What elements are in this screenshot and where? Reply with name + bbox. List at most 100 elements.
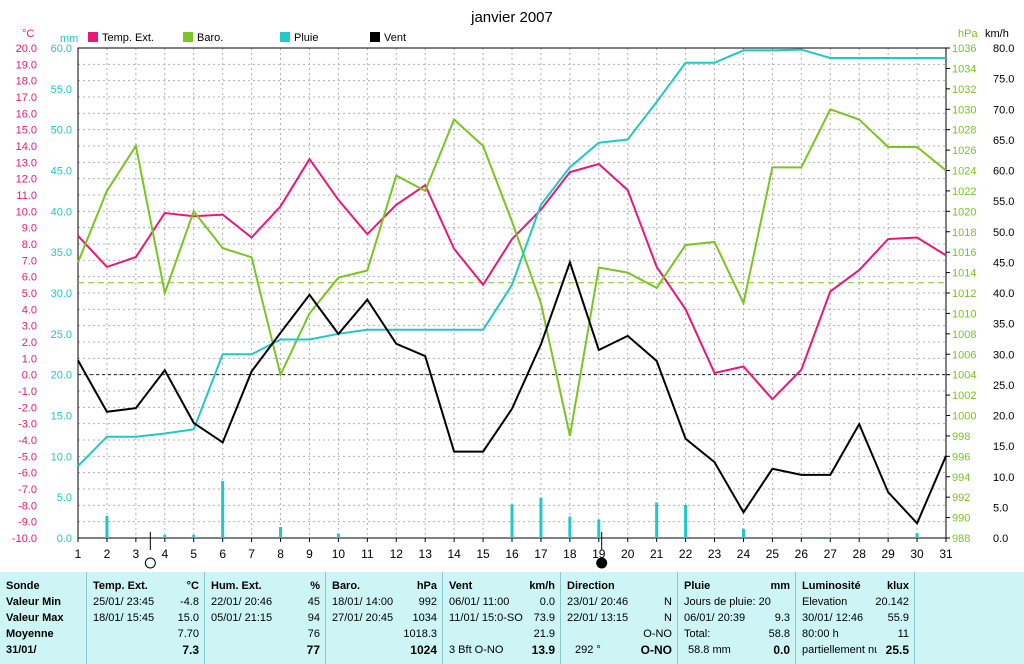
x-tick-label: 8 bbox=[277, 547, 284, 561]
baro-tick-label: 1012 bbox=[952, 288, 976, 300]
temp-tick-label: 1.0 bbox=[22, 353, 37, 365]
pluie-days: Jours de pluie: 20 bbox=[684, 596, 771, 608]
legend-label: Baro. bbox=[197, 32, 223, 44]
baro-tick-label: 990 bbox=[952, 513, 970, 525]
wind-tick-label: 70.0 bbox=[993, 104, 1014, 116]
temp-tick-label: 20.0 bbox=[16, 43, 37, 55]
lum-title: Luminosité bbox=[802, 580, 861, 592]
label-avg: Moyenne bbox=[6, 628, 54, 640]
vent-min-time: 06/01/ 11:00 bbox=[449, 596, 510, 608]
temp-tick-label: 5.0 bbox=[22, 288, 37, 300]
wind-tick-label: 10.0 bbox=[993, 472, 1014, 484]
temp-tick-label: 4.0 bbox=[22, 304, 37, 316]
rain-bars bbox=[105, 481, 919, 538]
baro-tick-label: 994 bbox=[952, 472, 970, 484]
baro-tick-label: 998 bbox=[952, 431, 970, 443]
summary-dir: Direction 23/01/ 20:46 N 22/01/ 13:15 N O-… bbox=[560, 572, 678, 664]
x-tick-label: 28 bbox=[853, 547, 867, 561]
hum-unit: % bbox=[310, 580, 320, 592]
baro-tick-label: 1016 bbox=[952, 247, 976, 259]
temp-tick-label: 12.0 bbox=[16, 174, 37, 186]
temp-tick-label: 14.0 bbox=[16, 141, 37, 153]
temp-tick-label: 19.0 bbox=[16, 59, 37, 71]
temp-min-val: -4.8 bbox=[180, 596, 199, 608]
label-max: Valeur Max bbox=[6, 612, 64, 624]
baro-title: Baro. bbox=[332, 580, 361, 592]
baro-max-time: 27/01/ 20:45 bbox=[332, 612, 394, 624]
dir-max-time: 22/01/ 13:15 bbox=[567, 612, 629, 624]
x-tick-label: 15 bbox=[476, 547, 490, 561]
lum-elev: 20.142 bbox=[875, 596, 909, 608]
wind-tick-label: 65.0 bbox=[993, 135, 1014, 147]
baro-today: 1024 bbox=[410, 643, 437, 657]
baro-tick-label: 1028 bbox=[952, 125, 976, 137]
temp-tick-label: -7.0 bbox=[18, 484, 37, 496]
x-tick-label: 17 bbox=[534, 547, 548, 561]
rain-bar bbox=[192, 534, 196, 538]
hum-max-time: 05/01/ 21:15 bbox=[211, 612, 273, 624]
dir-today-deg: 292 ° bbox=[575, 644, 601, 656]
lum-today-label: partiellement nuageux bbox=[802, 644, 877, 656]
baro-avg: 1018.3 bbox=[403, 628, 437, 640]
rain-bar bbox=[105, 515, 109, 538]
temp-max-val: 15.0 bbox=[177, 612, 199, 624]
rain-bar bbox=[915, 533, 919, 538]
hum-title: Hum. Ext. bbox=[211, 580, 262, 592]
temp-tick-label: -3.0 bbox=[18, 419, 37, 431]
x-tick-label: 7 bbox=[248, 547, 255, 561]
pluie-max-time: 06/01/ 20:39 bbox=[684, 612, 746, 624]
x-tick-label: 20 bbox=[621, 547, 635, 561]
series-line-pluie bbox=[77, 48, 946, 467]
rain-tick-label: 55.0 bbox=[51, 84, 72, 96]
lum-today: 25.5 bbox=[885, 642, 909, 658]
x-tick-label: 31 bbox=[939, 547, 953, 561]
legend-swatch bbox=[280, 32, 290, 42]
x-tick-label: 14 bbox=[447, 547, 461, 561]
temp-tick-label: 3.0 bbox=[22, 321, 37, 333]
lum-hours-val: 11 bbox=[897, 628, 909, 640]
pluie-today-label: 58.8 mm bbox=[688, 644, 731, 656]
temp-tick-label: 17.0 bbox=[16, 92, 37, 104]
rain-bar bbox=[510, 504, 514, 538]
temp-min-time: 25/01/ 23:45 bbox=[93, 596, 155, 608]
x-tick-label: 21 bbox=[650, 547, 664, 561]
baro-tick-label: 1004 bbox=[952, 370, 976, 382]
x-tick-label: 29 bbox=[881, 547, 895, 561]
rain-tick-label: 5.0 bbox=[57, 492, 72, 504]
rain-unit-label: mm bbox=[60, 33, 78, 45]
temp-tick-label: -4.0 bbox=[18, 435, 37, 447]
temp-tick-label: -8.0 bbox=[18, 500, 37, 512]
rain-tick-label: 35.0 bbox=[51, 247, 72, 259]
x-tick-label: 13 bbox=[419, 547, 433, 561]
vent-max-time: 11/01/ 15:0-SO bbox=[449, 612, 523, 624]
vent-title: Vent bbox=[449, 580, 473, 592]
x-tick-label: 5 bbox=[190, 547, 197, 561]
baro-min-val: 992 bbox=[418, 596, 437, 608]
x-tick-label: 9 bbox=[306, 547, 313, 561]
weather-chart: janvier 2007 20.019.018.017.016.015.014.… bbox=[11, 9, 1015, 569]
temp-avg: 7.70 bbox=[177, 628, 199, 640]
pluie-unit: mm bbox=[770, 580, 790, 592]
rain-bar bbox=[886, 536, 890, 538]
pluie-total-label: Total: bbox=[684, 628, 711, 640]
baro-tick-label: 1000 bbox=[952, 411, 976, 423]
rain-tick-label: 45.0 bbox=[51, 166, 72, 178]
baro-tick-label: 1036 bbox=[952, 43, 976, 55]
temp-tick-label: 16.0 bbox=[16, 108, 37, 120]
baro-tick-label: 992 bbox=[952, 492, 970, 504]
temp-tick-label: 18.0 bbox=[16, 76, 37, 88]
dir-min-time: 23/01/ 20:46 bbox=[567, 596, 629, 608]
rain-bar bbox=[741, 528, 745, 538]
baro-tick-label: 1030 bbox=[952, 104, 976, 116]
rain-bar bbox=[221, 481, 225, 538]
rain-bar bbox=[828, 536, 832, 538]
rain-bar bbox=[279, 526, 283, 538]
temp-tick-label: 9.0 bbox=[22, 223, 37, 235]
baro-tick-label: 988 bbox=[952, 533, 970, 545]
baro-tick-label: 1008 bbox=[952, 329, 976, 341]
hum-max-val: 94 bbox=[307, 612, 320, 624]
wind-unit-label: km/h bbox=[985, 28, 1009, 40]
series-line-baro bbox=[77, 108, 947, 437]
full-moon-icon bbox=[144, 557, 156, 569]
rain-tick-label: 60.0 bbox=[51, 43, 72, 55]
